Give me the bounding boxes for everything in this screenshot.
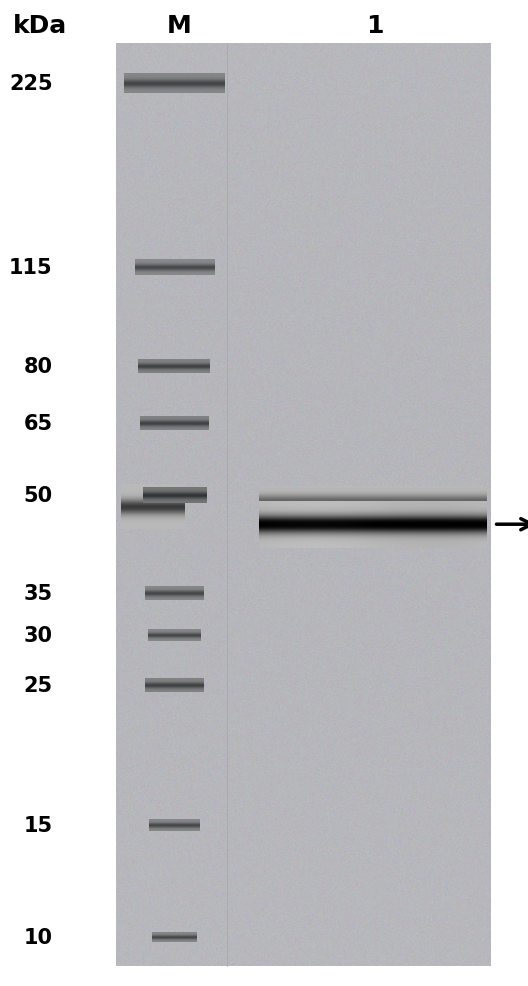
Text: 25: 25 <box>24 675 53 696</box>
Text: 30: 30 <box>24 626 53 646</box>
Text: 1: 1 <box>366 14 384 37</box>
Text: 15: 15 <box>24 815 53 835</box>
Text: 50: 50 <box>24 486 53 506</box>
Text: 35: 35 <box>24 584 53 603</box>
Text: M: M <box>167 14 192 37</box>
Text: 65: 65 <box>24 414 53 434</box>
Text: 225: 225 <box>9 74 53 94</box>
Text: kDa: kDa <box>13 14 67 37</box>
Text: 10: 10 <box>24 927 53 947</box>
Text: 80: 80 <box>24 357 53 377</box>
Text: 115: 115 <box>9 257 53 278</box>
